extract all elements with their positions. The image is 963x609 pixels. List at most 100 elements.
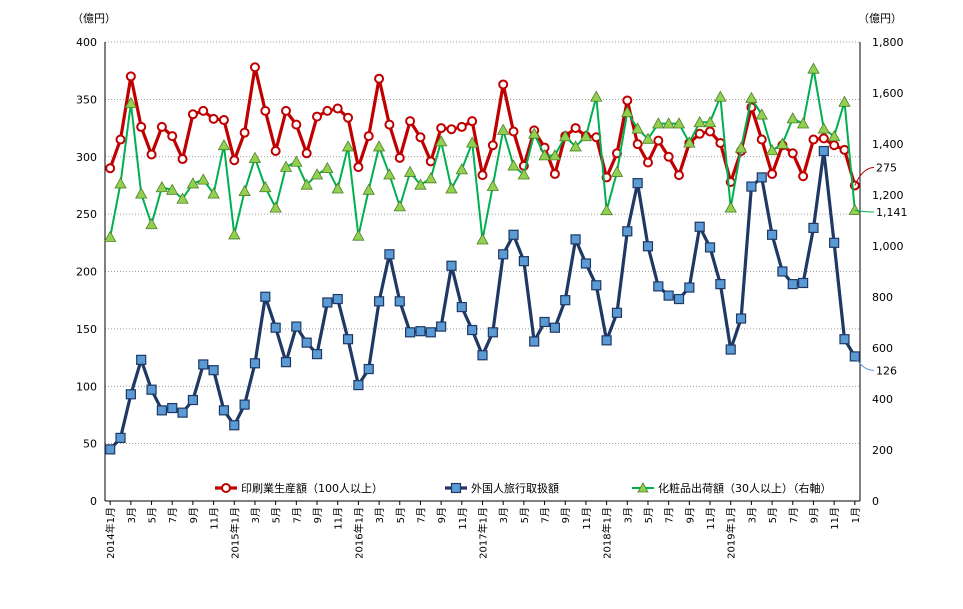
data-point-triangle xyxy=(786,112,799,124)
right-y-tick-label: 600 xyxy=(872,342,893,355)
x-tick-label: 11月 xyxy=(581,507,593,530)
data-point-triangle xyxy=(703,116,717,128)
data-point-triangle xyxy=(465,136,479,148)
left-y-tick-label: 200 xyxy=(76,266,97,279)
data-point-circle xyxy=(653,135,664,146)
legend-marker-square xyxy=(450,482,462,494)
data-point-square xyxy=(673,293,685,305)
right-axis-unit: （億円） xyxy=(858,12,902,25)
left-y-tick-label: 350 xyxy=(76,93,97,106)
data-point-circle xyxy=(808,134,819,145)
x-tick-label: 7月 xyxy=(167,507,179,523)
data-point-circle xyxy=(156,121,167,132)
data-point-square xyxy=(394,296,405,307)
data-point-triangle xyxy=(827,130,841,142)
data-point-circle xyxy=(239,127,250,138)
x-tick-label: 2017年1月 xyxy=(477,507,490,559)
data-point-square xyxy=(291,321,302,332)
data-point-square xyxy=(187,394,199,406)
data-point-circle xyxy=(705,126,716,137)
data-point-square xyxy=(839,334,850,345)
data-point-triangle xyxy=(714,90,727,102)
data-point-square xyxy=(436,321,447,332)
data-point-square xyxy=(704,242,716,253)
data-point-circle xyxy=(477,170,488,181)
data-point-circle xyxy=(249,62,260,73)
data-point-square xyxy=(125,389,136,400)
data-point-circle xyxy=(415,132,426,143)
data-point-triangle xyxy=(217,138,231,151)
data-point-triangle xyxy=(186,177,200,189)
end-label: 1,141 xyxy=(876,206,908,219)
data-point-triangle xyxy=(559,130,572,142)
data-point-triangle xyxy=(166,183,179,195)
data-point-square xyxy=(622,226,633,237)
legend-marker-circle xyxy=(221,483,231,493)
data-point-square xyxy=(694,221,705,232)
data-point-square xyxy=(342,334,354,345)
data-point-triangle xyxy=(590,90,603,102)
data-point-triangle xyxy=(176,192,189,204)
left-y-tick-label: 400 xyxy=(76,36,97,49)
data-point-circle xyxy=(105,163,116,174)
data-point-triangle xyxy=(486,179,500,191)
data-point-square xyxy=(415,326,426,337)
series-1 xyxy=(105,62,860,191)
data-point-square xyxy=(456,301,467,313)
data-point-circle xyxy=(187,109,198,120)
data-point-triangle xyxy=(341,140,355,152)
data-point-square xyxy=(322,297,333,308)
x-tick-label: 5月 xyxy=(395,507,407,523)
data-point-triangle xyxy=(476,233,489,245)
x-tick-label: 5月 xyxy=(271,507,283,523)
data-point-triangle xyxy=(796,117,810,129)
data-point-triangle xyxy=(424,172,437,184)
data-point-circle xyxy=(467,116,478,127)
x-tick-label: 3月 xyxy=(746,507,758,523)
data-point-triangle xyxy=(155,181,169,193)
data-point-triangle xyxy=(135,187,148,199)
data-point-circle xyxy=(663,151,674,162)
data-point-triangle xyxy=(838,95,851,107)
data-point-triangle xyxy=(807,62,820,74)
x-tick-label: 11月 xyxy=(829,507,841,530)
data-point-triangle xyxy=(207,187,220,199)
data-point-triangle xyxy=(414,178,427,190)
data-point-circle xyxy=(632,139,643,150)
data-point-circle xyxy=(343,112,354,123)
data-point-circle xyxy=(446,124,457,135)
end-label-leader xyxy=(854,209,875,213)
data-point-triangle xyxy=(124,96,138,108)
data-point-square xyxy=(353,380,364,391)
data-point-circle xyxy=(270,146,281,157)
data-point-triangle xyxy=(290,155,303,167)
x-tick-label: 2015年1月 xyxy=(228,507,241,559)
data-point-square xyxy=(611,307,623,318)
data-point-triangle xyxy=(538,149,551,161)
data-point-circle xyxy=(405,116,416,127)
right-y-tick-label: 1,800 xyxy=(872,36,904,49)
data-point-circle xyxy=(167,131,178,142)
data-point-circle xyxy=(456,121,467,132)
x-tick-label: 5月 xyxy=(767,507,779,523)
data-point-circle xyxy=(787,148,798,159)
data-point-triangle xyxy=(652,117,665,129)
data-point-triangle xyxy=(745,91,758,103)
data-point-square xyxy=(239,399,250,410)
x-tick-label: 2019年1月 xyxy=(725,507,738,559)
data-point-square xyxy=(373,296,385,307)
right-y-tick-label: 1,400 xyxy=(872,138,904,151)
data-point-triangle xyxy=(507,159,520,171)
left-y-tick-label: 100 xyxy=(76,380,97,393)
data-point-circle xyxy=(115,134,126,145)
data-point-triangle xyxy=(321,161,334,174)
data-point-circle xyxy=(694,128,705,139)
data-point-triangle xyxy=(528,127,541,139)
data-point-square xyxy=(560,295,571,306)
data-point-circle xyxy=(353,162,364,173)
data-point-square xyxy=(270,322,281,333)
data-point-triangle xyxy=(755,108,768,120)
data-point-triangle xyxy=(269,201,282,213)
data-point-square xyxy=(301,337,312,348)
